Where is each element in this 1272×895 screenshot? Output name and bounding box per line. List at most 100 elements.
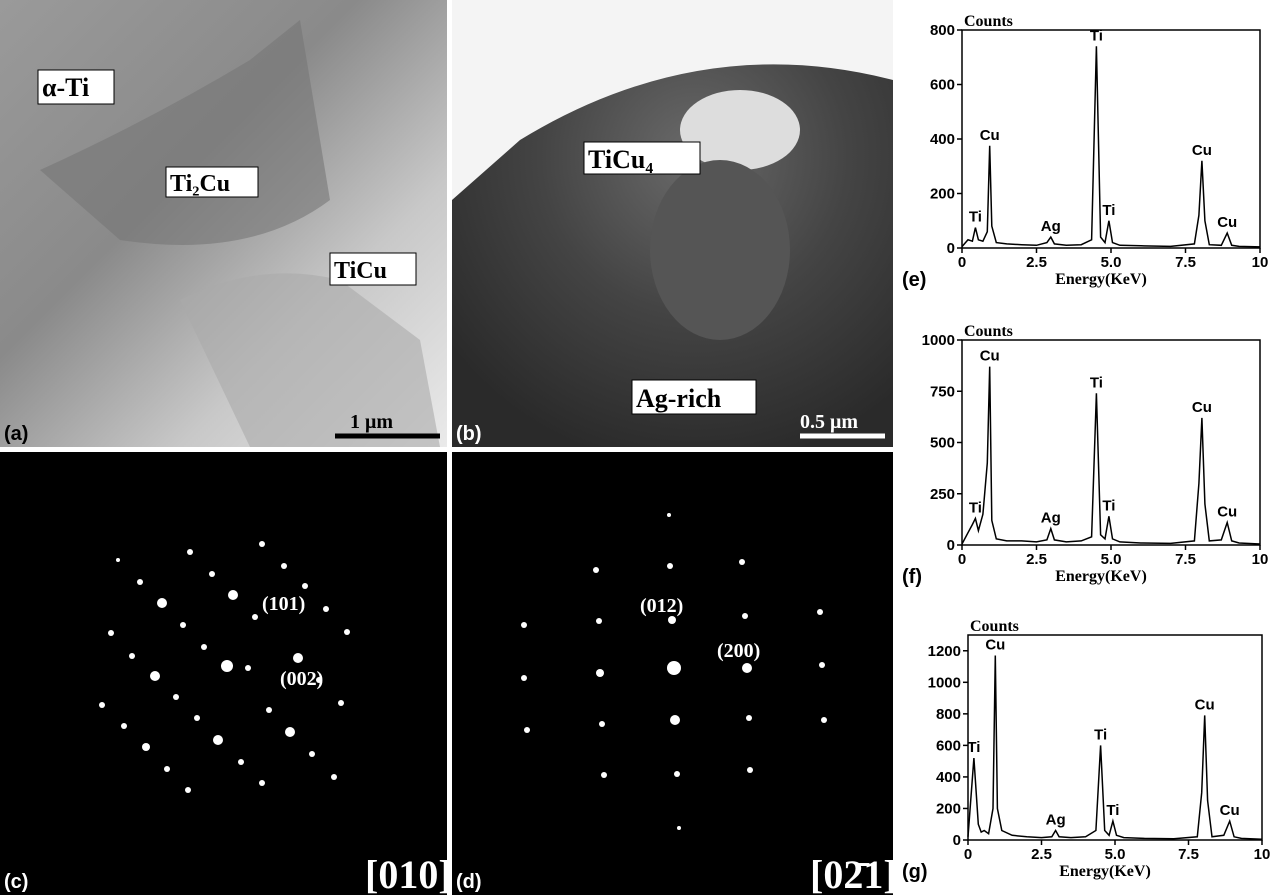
spot (344, 629, 350, 635)
spot (670, 715, 680, 725)
spot (213, 735, 223, 745)
x-tick-label: 2.5 (1026, 551, 1047, 568)
x-tick-label: 10 (1252, 551, 1269, 568)
spot (667, 563, 673, 569)
y-tick-label: 600 (936, 737, 961, 754)
spot (221, 660, 233, 672)
spot (238, 759, 244, 765)
peak-label: Ti (1106, 802, 1119, 819)
y-tick-label: 0 (947, 240, 955, 257)
spot (601, 772, 607, 778)
spot (252, 614, 258, 620)
spot (99, 702, 105, 708)
peak-label: Cu (1220, 802, 1240, 819)
x-tick-label: 0 (958, 254, 966, 271)
spot (309, 751, 315, 757)
spot (108, 630, 114, 636)
spot (819, 662, 825, 668)
y-tick-label: 400 (930, 131, 955, 148)
label: α-Ti (42, 73, 89, 102)
spot (521, 622, 527, 628)
peak-label: Ti (1102, 202, 1115, 219)
label: (012) (640, 595, 683, 617)
peak-label: Ti (1102, 497, 1115, 514)
spot (677, 826, 681, 830)
spot (228, 590, 238, 600)
label: (101) (262, 593, 305, 615)
x-tick-label: 0 (958, 551, 966, 568)
spot (293, 653, 303, 663)
spot (173, 694, 179, 700)
spot (524, 727, 530, 733)
y-tick-label: 500 (930, 435, 955, 452)
spot (285, 727, 295, 737)
peak-label: Cu (980, 348, 1000, 365)
spot (667, 661, 681, 675)
y-tick-label: 1000 (928, 674, 961, 691)
spot (667, 513, 671, 517)
peak-label: Cu (985, 637, 1005, 654)
spot (281, 563, 287, 569)
x-axis-label: Energy(KeV) (1055, 271, 1147, 288)
x-tick-label: 5.0 (1101, 254, 1122, 271)
spot (338, 700, 344, 706)
peak-label: Cu (1192, 399, 1212, 416)
eds-chart: 0250500750100002.55.07.510TiCuAgTiTiCuCu… (902, 323, 1268, 588)
label: Ti₂Cu (170, 171, 230, 197)
spot (266, 707, 272, 713)
x-tick-label: 7.5 (1178, 846, 1199, 863)
spot (521, 675, 527, 681)
y-axis-label: Counts (964, 323, 1013, 340)
peak-label: Ti (1090, 374, 1103, 391)
zone-axis: [02̄1] (810, 852, 897, 895)
y-tick-label: 1200 (928, 643, 961, 660)
y-tick-label: 600 (930, 77, 955, 94)
x-tick-label: 7.5 (1175, 254, 1196, 271)
spot (185, 787, 191, 793)
panel-label: (e) (902, 269, 926, 291)
spot (593, 567, 599, 573)
spot (209, 571, 215, 577)
peak-label: Cu (1217, 214, 1237, 231)
spot (596, 618, 602, 624)
spot (150, 671, 160, 681)
y-tick-label: 200 (930, 186, 955, 203)
spot (180, 622, 186, 628)
spot (596, 669, 604, 677)
label: TiCu (334, 258, 387, 284)
spot (739, 559, 745, 565)
spot (164, 766, 170, 772)
x-tick-label: 2.5 (1026, 254, 1047, 271)
y-tick-label: 800 (936, 706, 961, 723)
x-tick-label: 5.0 (1101, 551, 1122, 568)
panel-label: (f) (902, 566, 922, 588)
spot (742, 663, 752, 673)
spot (821, 717, 827, 723)
spot (599, 721, 605, 727)
spot (194, 715, 200, 721)
diffraction-d: (012) (200) [02̄1] (d) (452, 452, 897, 895)
spot (817, 609, 823, 615)
zone-axis: [010] (365, 852, 452, 895)
panel-label: (d) (456, 871, 482, 893)
scale-bar-label: 0.5 μm (800, 411, 858, 433)
x-tick-label: 0 (964, 846, 972, 863)
spot (742, 613, 748, 619)
peak-label: Cu (1217, 503, 1237, 520)
spot (142, 743, 150, 751)
spot (121, 723, 127, 729)
diffraction-c: (101) (002) [010] (c) (0, 452, 452, 895)
y-tick-label: 0 (953, 832, 961, 849)
peak-label: Ag (1046, 812, 1066, 829)
peak-label: Ti (969, 209, 982, 226)
spot (259, 780, 265, 786)
label: Ag-rich (636, 384, 722, 413)
spot (157, 598, 167, 608)
figure: α-Ti Ti₂Cu TiCu 1 μm (a) TiCu₄ Ag-rich 0… (0, 0, 1272, 895)
y-tick-label: 200 (936, 800, 961, 817)
peak-label: Ti (1090, 27, 1103, 44)
x-tick-label: 7.5 (1175, 551, 1196, 568)
label: TiCu₄ (588, 145, 653, 174)
